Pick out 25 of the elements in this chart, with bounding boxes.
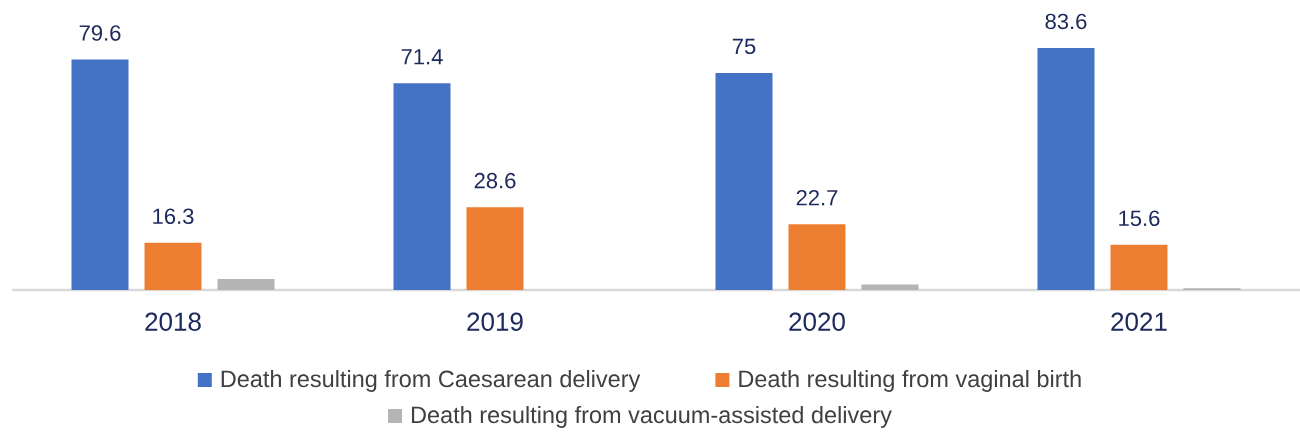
legend-label: Death resulting from vacuum-assisted delivery: [411, 405, 892, 428]
bar: [861, 284, 919, 290]
bar: [217, 279, 275, 290]
data-label: 22.7: [796, 189, 838, 206]
legend-label: Death resulting from vaginal birth: [739, 369, 1081, 392]
legend-label: Death resulting from Caesarean delivery: [221, 369, 641, 392]
data-label: 28.6: [474, 172, 516, 189]
x-tick-label: 2020: [789, 312, 845, 331]
data-label: 16.3: [153, 208, 194, 225]
bar: [71, 59, 129, 290]
bar: [393, 83, 451, 290]
bar: [1110, 244, 1168, 290]
data-label: 79.6: [79, 25, 121, 41]
bar: [144, 242, 202, 290]
bar: [788, 224, 846, 290]
bar: [466, 207, 524, 290]
bar: [715, 72, 773, 290]
x-tick-label: 2018: [145, 312, 201, 331]
data-label: 83.6: [1045, 13, 1087, 30]
data-label: 71.4: [401, 49, 443, 65]
data-label: 75: [732, 38, 756, 55]
data-label: 15.6: [1119, 210, 1160, 227]
bar: [1037, 48, 1095, 290]
x-tick-label: 2021: [1111, 312, 1167, 331]
x-tick-label: 2019: [467, 312, 523, 331]
